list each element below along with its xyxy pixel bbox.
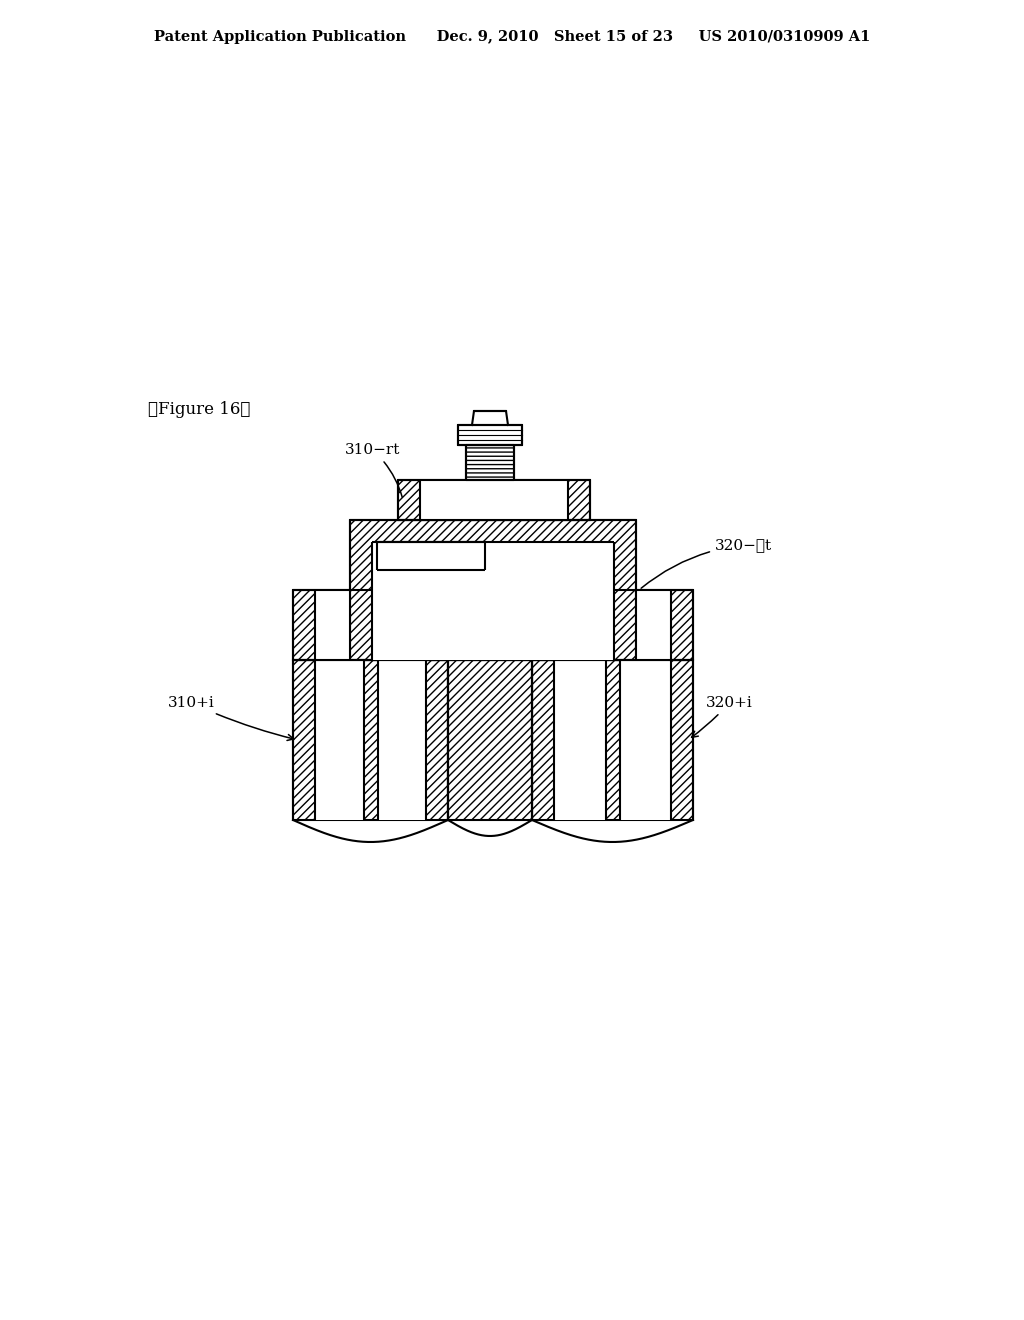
Text: 320+i: 320+i: [691, 696, 753, 738]
Text: Patent Application Publication      Dec. 9, 2010   Sheet 15 of 23     US 2010/03: Patent Application Publication Dec. 9, 2…: [154, 30, 870, 44]
Bar: [315, 660, 364, 820]
Bar: [420, 480, 568, 520]
Bar: [458, 425, 522, 445]
Bar: [293, 590, 693, 660]
Text: 【Figure 16】: 【Figure 16】: [148, 401, 251, 418]
Bar: [466, 445, 514, 480]
Bar: [378, 660, 426, 820]
Bar: [293, 660, 449, 820]
Text: 320−ℓt: 320−ℓt: [641, 539, 772, 589]
Bar: [398, 480, 590, 520]
Bar: [620, 660, 671, 820]
Text: 310+i: 310+i: [168, 696, 294, 741]
Bar: [377, 543, 485, 570]
Bar: [554, 660, 605, 820]
Bar: [449, 660, 532, 820]
Bar: [350, 520, 636, 660]
Bar: [372, 543, 614, 660]
Text: 310−rt: 310−rt: [345, 444, 402, 498]
Bar: [315, 590, 350, 660]
Bar: [636, 590, 671, 660]
Bar: [532, 660, 693, 820]
